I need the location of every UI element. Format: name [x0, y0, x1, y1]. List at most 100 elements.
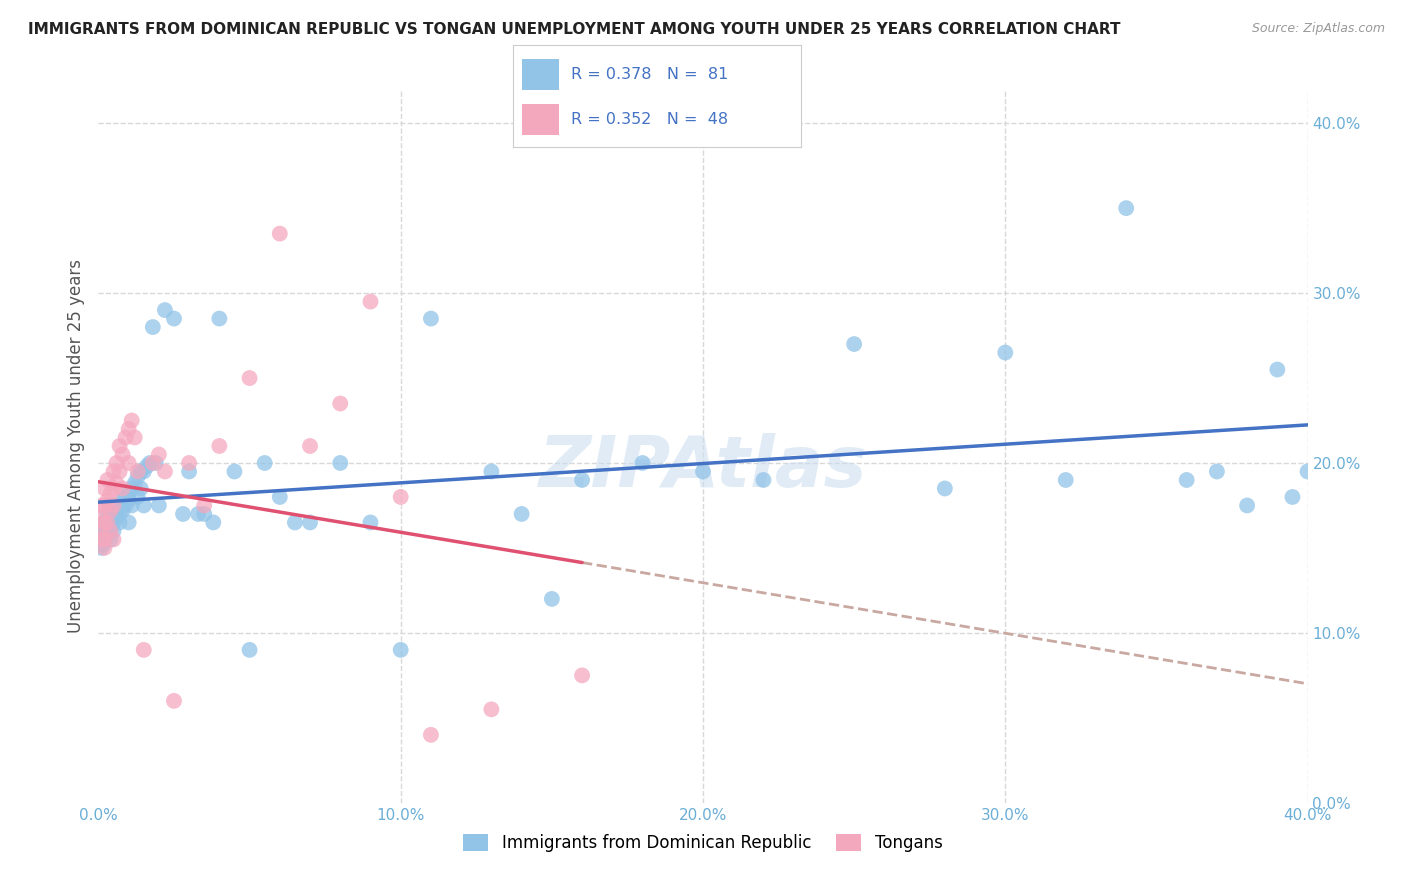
Point	[269, 490, 291, 504]
Point	[299, 439, 322, 453]
Point	[93, 533, 115, 547]
Point	[202, 516, 225, 530]
Point	[93, 482, 115, 496]
Point	[124, 430, 146, 444]
Point	[129, 465, 152, 479]
Point	[105, 456, 128, 470]
Point	[124, 476, 146, 491]
Point	[1206, 465, 1229, 479]
Point	[90, 510, 112, 524]
FancyBboxPatch shape	[522, 104, 560, 135]
Point	[105, 499, 128, 513]
Point	[239, 371, 262, 385]
Point	[571, 473, 593, 487]
Point	[844, 337, 866, 351]
Point	[103, 516, 125, 530]
Point	[105, 503, 128, 517]
Point	[93, 524, 115, 538]
Point	[100, 520, 122, 534]
Point	[103, 533, 125, 547]
Point	[692, 465, 714, 479]
Point	[96, 493, 118, 508]
Point	[239, 643, 262, 657]
Point	[481, 702, 503, 716]
Point	[100, 510, 122, 524]
Point	[193, 507, 215, 521]
Point	[329, 396, 352, 410]
Point	[96, 473, 118, 487]
Point	[1267, 362, 1289, 376]
Point	[163, 311, 186, 326]
Text: IMMIGRANTS FROM DOMINICAN REPUBLIC VS TONGAN UNEMPLOYMENT AMONG YOUTH UNDER 25 Y: IMMIGRANTS FROM DOMINICAN REPUBLIC VS TO…	[28, 22, 1121, 37]
FancyBboxPatch shape	[522, 59, 560, 90]
Text: R = 0.378   N =  81: R = 0.378 N = 81	[571, 67, 728, 82]
Point	[105, 510, 128, 524]
Point	[179, 456, 201, 470]
Point	[208, 311, 231, 326]
Point	[93, 516, 115, 530]
Point	[93, 533, 115, 547]
Point	[142, 456, 165, 470]
Point	[163, 694, 186, 708]
Point	[224, 465, 246, 479]
Point	[389, 643, 412, 657]
Point	[105, 476, 128, 491]
Point	[90, 533, 112, 547]
Point	[153, 465, 176, 479]
Point	[111, 448, 134, 462]
Point	[90, 527, 112, 541]
Point	[145, 456, 167, 470]
Point	[172, 507, 194, 521]
Point	[108, 507, 131, 521]
Point	[121, 482, 143, 496]
Point	[389, 490, 412, 504]
Point	[187, 507, 209, 521]
Text: ZIPAtlas: ZIPAtlas	[538, 433, 868, 502]
Point	[752, 473, 775, 487]
Point	[269, 227, 291, 241]
Point	[93, 536, 115, 550]
Point	[127, 490, 149, 504]
Point	[108, 439, 131, 453]
Point	[179, 465, 201, 479]
Point	[127, 465, 149, 479]
Point	[90, 524, 112, 538]
Point	[135, 459, 157, 474]
Point	[103, 524, 125, 538]
Point	[360, 516, 382, 530]
Point	[153, 303, 176, 318]
Point	[1296, 465, 1319, 479]
Point	[90, 541, 112, 555]
Point	[100, 499, 122, 513]
Point	[90, 537, 112, 551]
Point	[111, 482, 134, 496]
Point	[96, 516, 118, 530]
Point	[111, 493, 134, 508]
Point	[103, 482, 125, 496]
Point	[111, 503, 134, 517]
Point	[90, 533, 112, 547]
Point	[1236, 499, 1258, 513]
Point	[114, 499, 136, 513]
Legend: Immigrants from Dominican Republic, Tongans: Immigrants from Dominican Republic, Tong…	[457, 827, 949, 859]
Point	[121, 499, 143, 513]
Point	[127, 469, 149, 483]
Point	[114, 490, 136, 504]
Point	[121, 413, 143, 427]
Point	[1115, 201, 1137, 215]
Point	[994, 345, 1017, 359]
Point	[1175, 473, 1198, 487]
Point	[360, 294, 382, 309]
Point	[93, 499, 115, 513]
Point	[481, 465, 503, 479]
Text: Source: ZipAtlas.com: Source: ZipAtlas.com	[1251, 22, 1385, 36]
Point	[540, 591, 562, 606]
Point	[253, 456, 276, 470]
Text: R = 0.352   N =  48: R = 0.352 N = 48	[571, 112, 728, 127]
Point	[329, 456, 352, 470]
Point	[934, 482, 956, 496]
Point	[103, 499, 125, 513]
Point	[103, 507, 125, 521]
Point	[420, 728, 443, 742]
Point	[132, 499, 155, 513]
